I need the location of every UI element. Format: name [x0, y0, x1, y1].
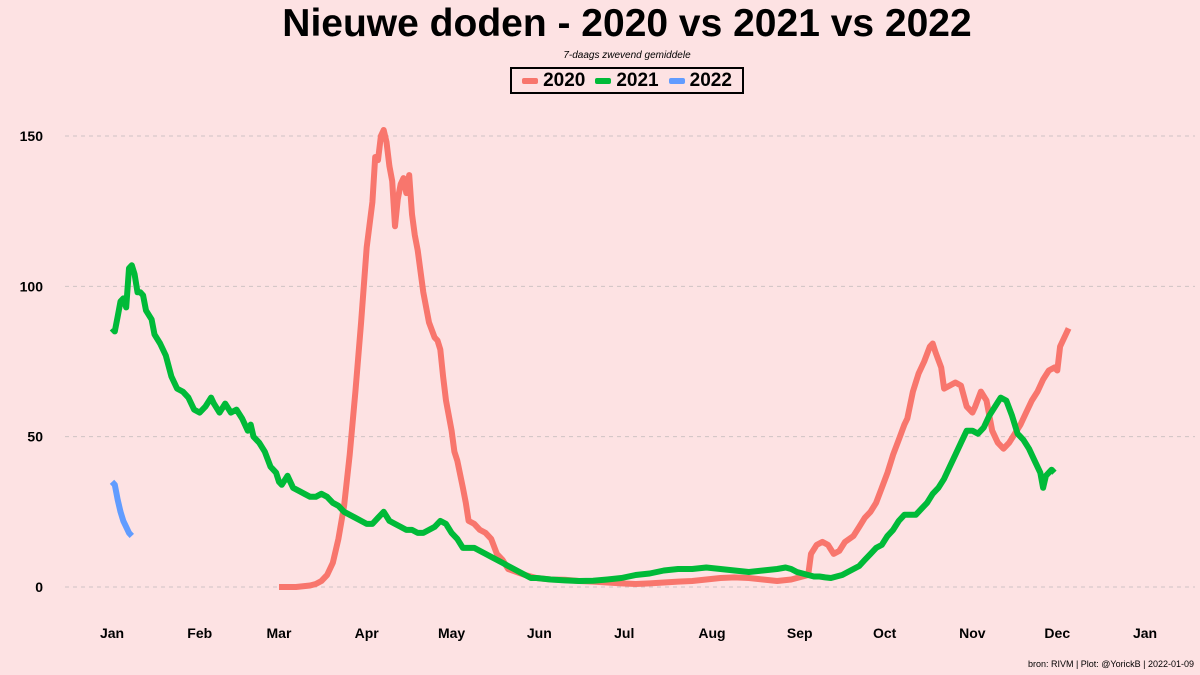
series-line-2021	[109, 262, 1057, 584]
x-tick-label: Sep	[787, 625, 813, 641]
chart-title: Nieuwe doden - 2020 vs 2021 vs 2022	[282, 2, 971, 45]
legend-item-2022: 2022	[668, 69, 732, 92]
x-tick-label: Jun	[527, 625, 552, 641]
source-caption: bron: RIVM | Plot: @YorickB | 2022-01-09	[1028, 659, 1194, 669]
x-tick-label: Apr	[355, 625, 380, 641]
series-lines	[109, 127, 1072, 590]
chart-subtitle: 7-daags zwevend gemiddele	[563, 50, 691, 61]
legend-item-2021: 2021	[595, 69, 659, 92]
x-tick-label: Nov	[959, 625, 986, 641]
x-tick-label: Oct	[873, 625, 897, 641]
x-tick-label: Dec	[1044, 625, 1070, 641]
legend-item-2020: 2020	[522, 70, 585, 92]
x-tick-label: Jan	[1133, 625, 1157, 641]
y-tick-label: 150	[20, 128, 44, 144]
y-tick-label: 0	[35, 579, 43, 595]
x-tick-label: Aug	[698, 625, 725, 641]
x-tick-label: Feb	[187, 625, 212, 641]
legend-swatch	[668, 77, 685, 84]
x-axis-tick-labels: Jan Feb Mar Apr May Jun Jul Aug Sep Oct Nov Dec Jan	[100, 625, 1157, 641]
x-tick-label: Jul	[614, 625, 634, 641]
gridlines	[65, 135, 1195, 588]
y-tick-label: 100	[20, 278, 44, 294]
legend: 2020 2021 2022	[510, 67, 744, 94]
legend-label: 2020	[543, 69, 586, 91]
legend-swatch	[522, 77, 539, 84]
y-axis-tick-labels: 0 50 100 150	[20, 128, 44, 595]
series-line-2022	[109, 479, 134, 538]
legend-label: 2021	[616, 69, 659, 91]
x-tick-label: May	[438, 625, 465, 641]
legend-swatch	[595, 77, 612, 84]
x-tick-label: Mar	[267, 625, 292, 641]
series-line-2020	[279, 127, 1072, 590]
legend-label: 2022	[689, 69, 732, 91]
y-tick-label: 50	[27, 429, 43, 445]
x-tick-label: Jan	[100, 625, 124, 641]
